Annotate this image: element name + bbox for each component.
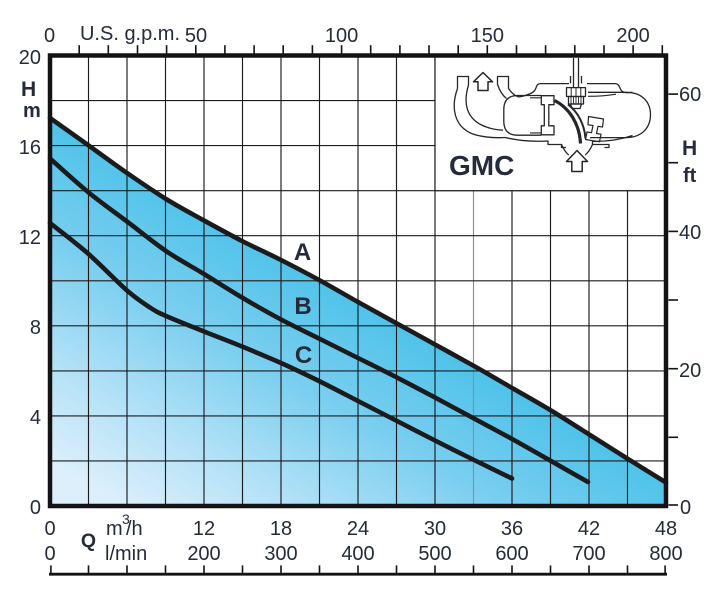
svg-text:300: 300 [264,543,297,565]
svg-text:Q: Q [81,530,96,552]
svg-text:l/min: l/min [105,543,147,565]
svg-text:200: 200 [616,25,649,47]
svg-text:150: 150 [471,25,504,47]
svg-text:4: 4 [30,407,41,429]
svg-text:0: 0 [680,497,691,519]
svg-text:3: 3 [122,511,130,527]
svg-text:20: 20 [19,47,41,69]
svg-text:A: A [294,239,311,266]
svg-text:600: 600 [495,543,528,565]
svg-text:0: 0 [30,497,41,519]
svg-text:50: 50 [185,25,207,47]
svg-text:16: 16 [19,137,41,159]
svg-text:8: 8 [30,317,41,339]
svg-text:m: m [106,518,123,540]
svg-text:H: H [21,78,36,101]
svg-text:40: 40 [679,222,701,244]
svg-text:700: 700 [572,543,605,565]
svg-text:18: 18 [270,518,292,540]
svg-text:24: 24 [347,518,369,540]
svg-text:200: 200 [187,543,220,565]
svg-text:48: 48 [655,518,677,540]
svg-text:0: 0 [44,518,55,540]
svg-text:H: H [682,137,697,160]
svg-text:36: 36 [501,518,523,540]
svg-text:30: 30 [424,518,446,540]
svg-text:500: 500 [418,543,451,565]
svg-text:B: B [294,293,311,320]
svg-text:GMC: GMC [449,150,514,181]
svg-text:400: 400 [341,543,374,565]
svg-text:20: 20 [679,360,701,382]
svg-text:60: 60 [679,84,701,106]
svg-text:100: 100 [325,25,358,47]
svg-text:800: 800 [649,543,682,565]
svg-text:42: 42 [578,518,600,540]
svg-text:C: C [295,342,312,369]
svg-text:ft: ft [683,165,697,187]
svg-text:m: m [23,100,41,122]
svg-text:/h: /h [126,518,143,540]
svg-text:12: 12 [193,518,215,540]
svg-text:12: 12 [19,227,41,249]
svg-text:0: 0 [44,543,55,565]
svg-text:U.S. g.p.m.: U.S. g.p.m. [80,23,180,45]
svg-text:0: 0 [44,25,55,47]
